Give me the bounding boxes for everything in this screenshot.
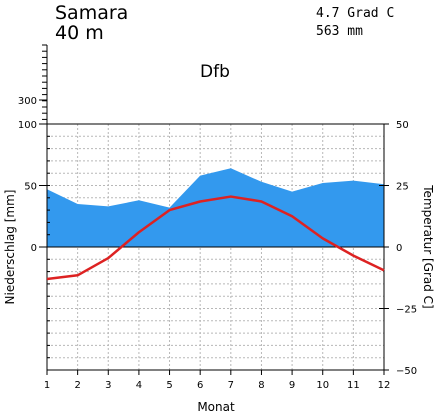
temperature-line <box>46 195 385 281</box>
right-tick-label: 0 <box>396 243 402 254</box>
station-name: Samara <box>55 2 128 24</box>
climate-class: Dfb <box>200 62 230 82</box>
left-tick-label: 0 <box>31 243 37 254</box>
right-tick-label: 25 <box>396 182 409 193</box>
right-axis-label: Temperatur [Grad C] <box>421 184 435 308</box>
temperature-series <box>46 195 385 281</box>
station-elevation: 40 m <box>55 22 104 44</box>
x-tick-label: 8 <box>258 380 264 391</box>
x-tick-label: 11 <box>347 380 360 391</box>
left-tick-label: 100 <box>18 120 37 131</box>
left-axis-label: Niederschlag [mm] <box>3 190 17 305</box>
precipitation-area <box>47 168 384 247</box>
left-tick-label: 300 <box>18 96 37 107</box>
x-tick-label: 9 <box>289 380 295 391</box>
x-axis-label: Monat <box>197 400 235 414</box>
precipitation-series <box>47 168 384 247</box>
x-tick-label: 7 <box>228 380 234 391</box>
x-tick-label: 12 <box>378 380 391 391</box>
annual-precipitation: 563 mm <box>316 24 363 39</box>
left-tick-label: 50 <box>24 182 37 193</box>
x-tick-label: 10 <box>316 380 329 391</box>
x-tick-label: 1 <box>44 380 50 391</box>
x-tick-label: 4 <box>136 380 142 391</box>
x-tick-label: 3 <box>105 380 111 391</box>
annual-temperature: 4.7 Grad C <box>316 6 394 21</box>
right-tick-label: −25 <box>396 305 417 316</box>
right-tick-label: −50 <box>396 366 417 377</box>
x-tick-label: 6 <box>197 380 203 391</box>
x-tick-label: 2 <box>74 380 80 391</box>
x-tick-label: 5 <box>166 380 172 391</box>
right-tick-label: 50 <box>396 120 409 131</box>
